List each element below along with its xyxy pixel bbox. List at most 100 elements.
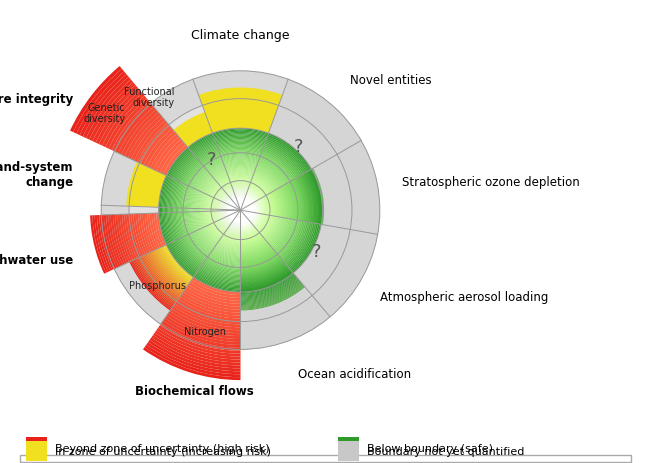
Wedge shape bbox=[261, 198, 266, 215]
Wedge shape bbox=[162, 132, 318, 289]
Wedge shape bbox=[240, 269, 291, 289]
Wedge shape bbox=[170, 140, 311, 282]
Wedge shape bbox=[151, 335, 240, 366]
Wedge shape bbox=[313, 169, 324, 225]
Wedge shape bbox=[234, 204, 247, 217]
Wedge shape bbox=[139, 257, 177, 302]
Wedge shape bbox=[240, 250, 275, 264]
Wedge shape bbox=[104, 215, 118, 269]
Wedge shape bbox=[276, 220, 296, 253]
Wedge shape bbox=[224, 194, 257, 227]
Wedge shape bbox=[177, 147, 304, 274]
Wedge shape bbox=[219, 189, 262, 232]
Wedge shape bbox=[196, 166, 285, 255]
Wedge shape bbox=[129, 214, 142, 258]
Wedge shape bbox=[187, 157, 294, 264]
Wedge shape bbox=[184, 154, 297, 267]
Wedge shape bbox=[150, 134, 179, 170]
Wedge shape bbox=[255, 202, 258, 214]
Wedge shape bbox=[240, 241, 266, 251]
Wedge shape bbox=[289, 224, 317, 269]
Wedge shape bbox=[240, 245, 270, 257]
Wedge shape bbox=[240, 244, 269, 256]
Wedge shape bbox=[281, 222, 305, 261]
Wedge shape bbox=[148, 340, 240, 371]
Wedge shape bbox=[281, 186, 289, 219]
Wedge shape bbox=[283, 186, 291, 219]
Wedge shape bbox=[192, 163, 289, 259]
Wedge shape bbox=[172, 307, 240, 331]
Wedge shape bbox=[286, 223, 311, 266]
Wedge shape bbox=[240, 287, 305, 311]
Wedge shape bbox=[111, 215, 125, 265]
Wedge shape bbox=[80, 75, 129, 138]
Wedge shape bbox=[240, 285, 303, 308]
Wedge shape bbox=[287, 183, 295, 220]
Wedge shape bbox=[257, 215, 267, 232]
Wedge shape bbox=[156, 213, 166, 246]
Wedge shape bbox=[258, 161, 287, 185]
Wedge shape bbox=[131, 214, 144, 257]
Wedge shape bbox=[240, 232, 259, 239]
Wedge shape bbox=[174, 145, 307, 276]
Wedge shape bbox=[198, 168, 283, 253]
Wedge shape bbox=[240, 242, 268, 253]
Wedge shape bbox=[255, 170, 278, 190]
Wedge shape bbox=[205, 175, 276, 246]
Wedge shape bbox=[194, 164, 287, 257]
Wedge shape bbox=[167, 138, 314, 284]
Wedge shape bbox=[258, 215, 268, 232]
Wedge shape bbox=[276, 190, 283, 218]
Wedge shape bbox=[261, 154, 293, 181]
Wedge shape bbox=[285, 223, 310, 264]
Wedge shape bbox=[288, 224, 315, 268]
Wedge shape bbox=[248, 190, 259, 200]
Wedge shape bbox=[206, 176, 275, 245]
Wedge shape bbox=[240, 277, 296, 298]
Wedge shape bbox=[292, 225, 321, 273]
Wedge shape bbox=[164, 246, 192, 280]
Wedge shape bbox=[299, 176, 309, 223]
Wedge shape bbox=[190, 280, 240, 298]
Wedge shape bbox=[240, 272, 293, 293]
Wedge shape bbox=[95, 216, 110, 272]
Wedge shape bbox=[96, 88, 140, 145]
Wedge shape bbox=[135, 260, 174, 307]
Wedge shape bbox=[240, 225, 253, 230]
Wedge shape bbox=[118, 215, 131, 263]
Wedge shape bbox=[240, 233, 261, 242]
Wedge shape bbox=[159, 129, 322, 293]
Wedge shape bbox=[255, 169, 280, 189]
Wedge shape bbox=[294, 179, 304, 222]
Wedge shape bbox=[252, 176, 272, 193]
Wedge shape bbox=[311, 170, 322, 225]
Wedge shape bbox=[283, 222, 307, 262]
Text: In zone of uncertainty (increasing risk): In zone of uncertainty (increasing risk) bbox=[55, 446, 270, 456]
Wedge shape bbox=[199, 169, 282, 252]
Wedge shape bbox=[151, 251, 185, 291]
Wedge shape bbox=[153, 333, 240, 363]
Wedge shape bbox=[115, 105, 153, 154]
Wedge shape bbox=[255, 215, 264, 229]
Wedge shape bbox=[157, 249, 188, 287]
Wedge shape bbox=[240, 228, 256, 235]
Wedge shape bbox=[291, 224, 320, 272]
Wedge shape bbox=[240, 221, 250, 226]
Wedge shape bbox=[179, 150, 302, 272]
Wedge shape bbox=[252, 214, 260, 225]
Wedge shape bbox=[255, 201, 259, 214]
Wedge shape bbox=[265, 217, 279, 241]
Wedge shape bbox=[240, 273, 294, 294]
Wedge shape bbox=[252, 178, 271, 194]
Wedge shape bbox=[247, 191, 259, 201]
Wedge shape bbox=[240, 248, 273, 261]
Wedge shape bbox=[262, 217, 275, 238]
Wedge shape bbox=[183, 153, 298, 268]
Wedge shape bbox=[153, 251, 186, 290]
Wedge shape bbox=[92, 216, 109, 273]
Wedge shape bbox=[254, 174, 274, 192]
Wedge shape bbox=[158, 325, 240, 354]
Wedge shape bbox=[240, 225, 254, 232]
Wedge shape bbox=[92, 86, 138, 143]
Wedge shape bbox=[212, 182, 269, 239]
